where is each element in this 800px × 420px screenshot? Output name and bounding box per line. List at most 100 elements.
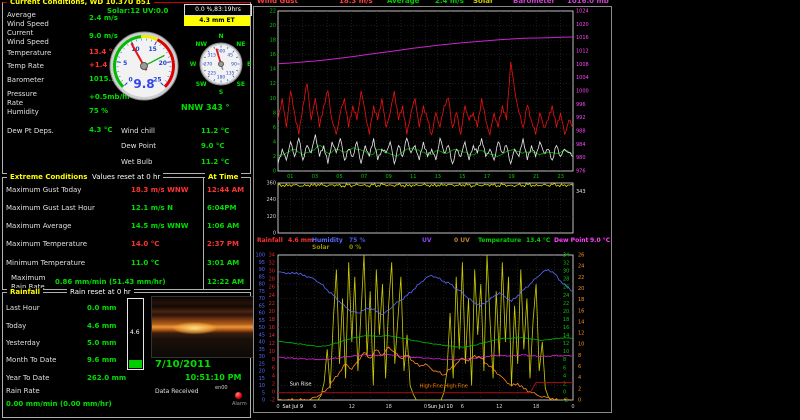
axis-label: 45: [259, 332, 265, 338]
axis-label: 1008: [576, 62, 589, 68]
axis-label: 16: [269, 325, 275, 331]
axis-label: Sun Rise: [290, 382, 312, 388]
axis-label: 50: [259, 325, 265, 331]
stat-label: Humidity: [7, 108, 39, 117]
legend-item: Average: [387, 0, 419, 5]
extreme-time: 12:22 AM: [207, 278, 244, 286]
axis-label: 24: [578, 264, 584, 270]
extreme-value: 14.0 °C: [131, 240, 159, 248]
axis-label: 16: [578, 308, 584, 314]
legend-item: 2.4 m/s: [435, 0, 464, 5]
history-charts[interactable]: 2220181614121086420102410201016101210081…: [253, 6, 612, 413]
axis-label: 20: [159, 60, 167, 67]
axis-label: 22: [270, 9, 276, 15]
axis-label: 18: [578, 297, 584, 303]
extreme-value: 14.5 m/s WNW: [131, 222, 188, 230]
axis-label: -2: [270, 398, 275, 404]
axis-label: 26: [578, 253, 584, 259]
axis-label: 1000: [576, 89, 589, 95]
axis-label: 4: [563, 373, 566, 379]
axis-label: 18: [385, 404, 391, 410]
axis-label: 100: [255, 253, 265, 259]
axis-label: 976: [576, 169, 586, 175]
axis-label: 180: [217, 75, 226, 81]
legend-item: Barometer: [513, 0, 555, 5]
wind-speed-value: 9.8: [133, 77, 154, 91]
legend-item: UV: [422, 237, 432, 244]
legend-item: Temperature: [478, 237, 521, 244]
axis-label: 0: [273, 169, 276, 175]
axis-label: 5: [123, 60, 127, 67]
extreme-label: Maximum Average: [6, 222, 71, 231]
axis-label: 23: [558, 174, 564, 180]
legend-item: 75 %: [349, 237, 365, 244]
extreme-label: Minimum Temperature: [6, 259, 85, 268]
axis-label: 17: [484, 174, 490, 180]
axis-label: 360: [266, 181, 276, 187]
rain-label: Today: [6, 322, 26, 331]
axis-label: 1012: [576, 49, 589, 55]
axis-label: 4: [273, 139, 276, 145]
axis-label: 0: [272, 389, 275, 395]
axis-label: 6: [313, 404, 316, 410]
axis-label: 984: [576, 142, 586, 148]
axis-label: 34: [269, 253, 275, 259]
axis-label: 21: [533, 174, 539, 180]
axis-label: 80: [259, 282, 265, 288]
wind-direction-compass[interactable]: NNEESESSWWNW0004590135180225270315: [189, 31, 253, 95]
axis-label: 16: [270, 52, 276, 58]
axis-label: 18: [269, 317, 275, 323]
axis-label: 07: [361, 174, 367, 180]
wind-speed-gauge[interactable]: 05101520259.8: [107, 27, 181, 103]
axis-label: 30: [563, 269, 569, 275]
axis-label: 90: [259, 267, 265, 273]
axis-label: 0: [424, 404, 427, 410]
extreme-time: 6:04PM: [207, 204, 237, 212]
axis-label: 32: [269, 261, 275, 267]
axis-label: 19: [508, 174, 514, 180]
alarm-indicator[interactable]: [235, 392, 242, 399]
extreme-label: Maximum Gust Today: [6, 186, 81, 195]
axis-label: 0: [128, 76, 132, 83]
axis-label: 70: [259, 296, 265, 302]
packet-counter: en00: [215, 385, 228, 391]
axis-label: High:Fine High:Fine: [420, 384, 468, 390]
axis-label: 343: [576, 189, 586, 195]
axis-label: 225: [208, 71, 217, 77]
charts-svg: 2220181614121086420102410201016101210081…: [254, 7, 613, 414]
axis-label: 270: [204, 62, 213, 68]
axis-label: 1016: [576, 35, 589, 41]
legend-item: 1016.0 mb: [567, 0, 609, 5]
axis-label: 120: [266, 214, 276, 220]
daylight-hours-box: 0.0 %,83:19hrs: [184, 4, 252, 16]
rain-value: 5.0 mm: [87, 339, 116, 347]
axis-label: 20: [259, 369, 265, 375]
compass-cardinal: E: [247, 61, 251, 68]
axis-label: 2: [272, 381, 275, 387]
current-date: 7/10/2011: [155, 359, 211, 370]
axis-label: 75: [259, 289, 265, 295]
axis-label: 55: [259, 318, 265, 324]
rain-label: Yesterday: [6, 339, 40, 348]
axis-label: 03: [312, 174, 318, 180]
stat-label: Dew Pt Deps.: [7, 127, 54, 136]
axis-label: 8: [578, 353, 581, 359]
stat-value: 11.2 °C: [201, 158, 229, 166]
axis-label: 24: [563, 293, 569, 299]
axis-label: 05: [336, 174, 342, 180]
stat-value: 11.2 °C: [201, 127, 229, 135]
extreme-time: 12:44 AM: [207, 186, 244, 194]
axis-label: 8: [272, 357, 275, 363]
axis-label: 65: [259, 303, 265, 309]
extreme-time: 2:37 PM: [207, 240, 239, 248]
axis-label: 18: [563, 317, 569, 323]
evapotranspiration-box[interactable]: 4.3 mm ET: [184, 16, 250, 26]
axis-label: 85: [259, 274, 265, 280]
axis-label: 13: [435, 174, 441, 180]
extreme-conditions-panel: Extreme Conditions Values reset at 0 hr …: [2, 177, 251, 290]
axis-label: 0: [578, 398, 581, 404]
axis-label: 15: [459, 174, 465, 180]
stat-label: Temperature: [7, 49, 51, 58]
axis-label: 4: [272, 373, 275, 379]
axis-label: 24: [269, 293, 275, 299]
